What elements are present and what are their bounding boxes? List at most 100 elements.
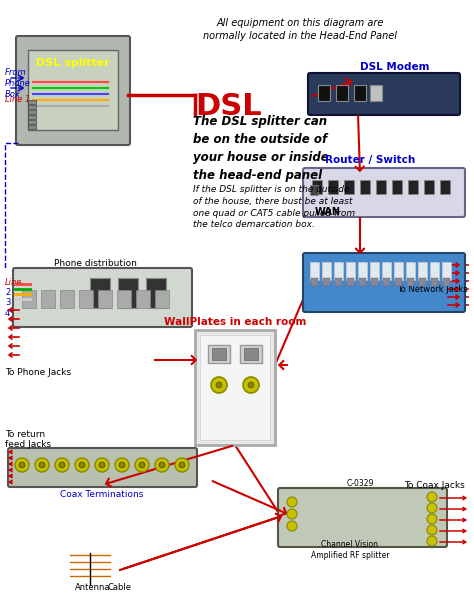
Bar <box>382 262 391 280</box>
Bar <box>418 262 427 280</box>
Bar <box>98 290 112 308</box>
Bar <box>335 278 342 286</box>
Bar <box>359 278 366 286</box>
Circle shape <box>427 492 437 502</box>
Circle shape <box>427 536 437 546</box>
Circle shape <box>427 525 437 535</box>
Text: To return
feed Jacks: To return feed Jacks <box>5 430 51 449</box>
Bar <box>22 290 36 308</box>
Circle shape <box>155 458 169 472</box>
Bar <box>28 100 36 104</box>
Circle shape <box>55 458 69 472</box>
Bar <box>208 345 230 363</box>
Circle shape <box>59 462 65 468</box>
Bar <box>136 290 150 308</box>
Text: 2
3
4: 2 3 4 <box>5 288 10 318</box>
FancyBboxPatch shape <box>278 488 447 547</box>
Circle shape <box>35 458 49 472</box>
Bar <box>310 185 318 195</box>
Bar <box>346 262 355 280</box>
Circle shape <box>179 462 185 468</box>
Text: WAN: WAN <box>315 207 341 217</box>
Bar <box>312 180 322 194</box>
Bar <box>90 278 110 308</box>
Bar <box>440 180 450 194</box>
Bar <box>212 348 226 360</box>
Text: Antenna: Antenna <box>75 583 110 592</box>
Text: Router / Switch: Router / Switch <box>325 155 415 165</box>
Bar <box>28 125 36 129</box>
Bar <box>322 262 331 280</box>
Circle shape <box>19 462 25 468</box>
Text: C-0329: C-0329 <box>346 479 374 488</box>
Bar <box>28 120 36 124</box>
Circle shape <box>427 514 437 524</box>
Circle shape <box>287 509 297 519</box>
Text: Coax Terminations: Coax Terminations <box>60 490 144 499</box>
Bar <box>419 278 426 286</box>
Text: To Phone Jacks: To Phone Jacks <box>5 368 71 377</box>
Circle shape <box>243 377 259 393</box>
Circle shape <box>211 377 227 393</box>
Bar <box>395 278 402 286</box>
Circle shape <box>95 458 109 472</box>
Circle shape <box>287 497 297 507</box>
FancyBboxPatch shape <box>16 36 130 145</box>
Bar <box>394 262 403 280</box>
Text: To Network Jacks: To Network Jacks <box>397 285 468 294</box>
Bar <box>360 180 370 194</box>
Circle shape <box>135 458 149 472</box>
FancyBboxPatch shape <box>8 448 197 487</box>
Circle shape <box>119 462 125 468</box>
Bar <box>195 330 275 445</box>
Text: The DSL splitter can
be on the outside of
your house or inside
the head-end pane: The DSL splitter can be on the outside o… <box>193 115 329 182</box>
Circle shape <box>99 462 105 468</box>
Text: Cable: Cable <box>108 583 132 592</box>
Bar <box>240 345 262 363</box>
Bar <box>392 180 402 194</box>
Bar <box>370 85 382 101</box>
Bar <box>358 262 367 280</box>
Bar <box>155 290 169 308</box>
Bar <box>310 262 319 280</box>
Bar <box>311 278 318 286</box>
Bar <box>407 278 414 286</box>
Bar <box>344 180 354 194</box>
Text: If the DSL splitter is on the outside
of the house, there bust be at least
one q: If the DSL splitter is on the outside of… <box>193 185 355 229</box>
Text: Channel Vision
Amplified RF splitter: Channel Vision Amplified RF splitter <box>311 540 389 560</box>
Bar <box>336 85 348 101</box>
Bar <box>431 278 438 286</box>
Bar <box>41 290 55 308</box>
Bar <box>371 278 378 286</box>
Bar <box>244 348 258 360</box>
Text: DSL: DSL <box>195 92 262 121</box>
Circle shape <box>15 458 29 472</box>
Bar <box>442 262 451 280</box>
Circle shape <box>159 462 165 468</box>
Text: DSL splitter: DSL splitter <box>36 58 110 68</box>
FancyBboxPatch shape <box>303 168 465 217</box>
Bar <box>323 278 330 286</box>
Bar <box>334 262 343 280</box>
Bar <box>347 278 354 286</box>
Text: WallPlates in each room: WallPlates in each room <box>164 317 306 327</box>
Circle shape <box>287 521 297 531</box>
Bar <box>28 110 36 114</box>
Bar <box>408 180 418 194</box>
Circle shape <box>139 462 145 468</box>
Text: All equipment on this diagram are
normally located in the Head-End Panel: All equipment on this diagram are normal… <box>203 18 397 41</box>
Bar <box>60 290 74 308</box>
Text: To Coax Jacks: To Coax Jacks <box>404 481 465 490</box>
Bar <box>376 180 386 194</box>
Circle shape <box>216 382 222 388</box>
Circle shape <box>75 458 89 472</box>
Bar <box>118 278 138 308</box>
Text: DSL Modem: DSL Modem <box>360 62 429 72</box>
Bar <box>430 262 439 280</box>
Bar <box>146 278 166 308</box>
Circle shape <box>79 462 85 468</box>
Bar <box>318 85 330 101</box>
Bar <box>443 278 450 286</box>
Bar <box>370 262 379 280</box>
Circle shape <box>39 462 45 468</box>
